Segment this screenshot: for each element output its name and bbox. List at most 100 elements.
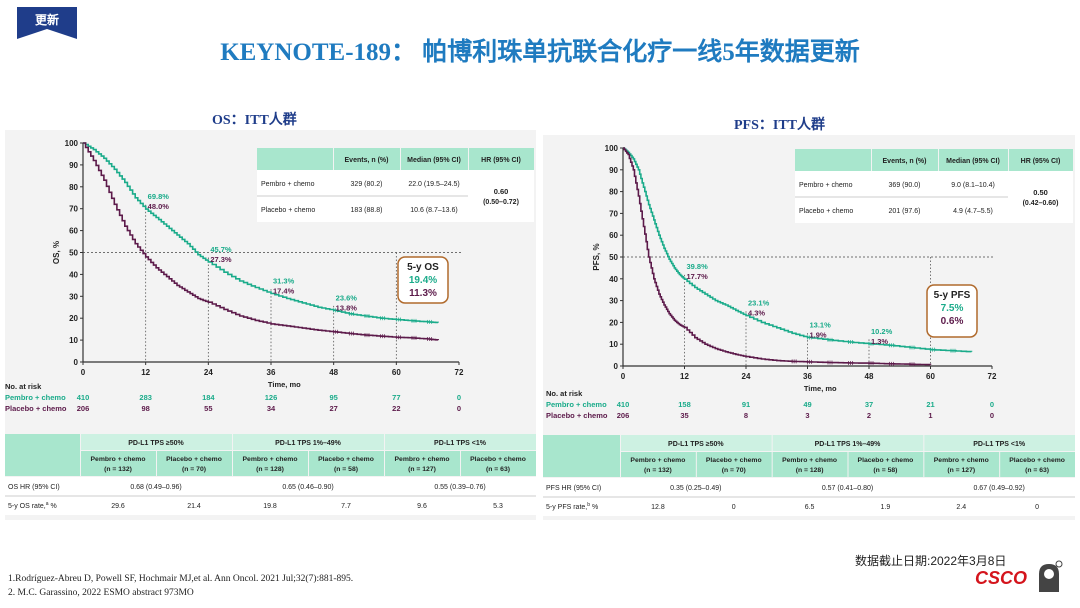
os-series-pembro-line — [83, 142, 439, 324]
pfs-subgroup-arm-name: Pembro + chemo — [782, 457, 837, 464]
os-annotation-pembro: 69.8% — [148, 192, 170, 201]
pfs-at-risk-value: 37 — [865, 400, 873, 409]
pfs-subgroup-arm-cell — [772, 452, 848, 477]
os-x-axis-label: Time, mo — [268, 380, 301, 389]
pfs-x-tick-label: 36 — [803, 372, 812, 381]
os-subgroup-arm-name: Placebo + chemo — [318, 456, 374, 463]
pfs-subgroup-arm-n: (n = 63) — [1025, 467, 1049, 474]
os-subgroup-arm-cell — [461, 451, 536, 476]
os-summary-row-label: Placebo + chemo — [261, 207, 315, 214]
pfs-x-tick-label: 24 — [742, 372, 751, 381]
pfs-subgroup-rate: 1.9 — [881, 504, 891, 511]
os-subgroup-arm-name: Pembro + chemo — [243, 456, 298, 463]
pfs-subgroup-hr: 0.57 (0.41–0.80) — [822, 485, 873, 492]
pfs-x-tick-label: 48 — [865, 372, 874, 381]
pfs-annotation-pembro: 39.8% — [687, 262, 709, 271]
pfs-subgroup-row1-label: PFS HR (95% CI) — [546, 485, 601, 492]
pfs-y-tick-label: 70 — [609, 209, 618, 218]
os-y-tick-label: 90 — [69, 161, 78, 170]
os-y-tick-label: 100 — [65, 139, 79, 148]
pfs-y-tick-label: 40 — [609, 275, 618, 284]
pfs-y-tick-label: 100 — [605, 144, 619, 153]
pfs-subgroup-hr: 0.67 (0.49–0.92) — [973, 485, 1024, 492]
os-at-risk-value: 283 — [139, 393, 152, 402]
pfs-y-tick-label: 50 — [609, 253, 618, 262]
pfs-subgroup-group-cell — [621, 435, 772, 451]
os-subgroup-rate: 7.7 — [341, 503, 351, 510]
os-y-tick-label: 60 — [69, 227, 78, 236]
pfs-at-risk-label: No. at risk — [546, 389, 583, 398]
pfs-x-tick-label: 12 — [680, 372, 689, 381]
pfs-subgroup-arm-cell — [1000, 452, 1075, 477]
pfs-subgroup-group-cell — [924, 435, 1075, 451]
os-subgroup-arm-cell — [233, 451, 308, 476]
os-at-risk-row-label: Placebo + chemo — [5, 404, 67, 413]
os-x-tick-label: 48 — [329, 368, 338, 377]
update-badge: 更新 — [17, 7, 77, 39]
reference-2: 2. M.C. Garassino, 2022 ESMO abstract 97… — [8, 588, 194, 598]
os-y-tick-label: 80 — [69, 183, 78, 192]
os-figure: OS, % 0 10 20 30 40 50 60 70 80 90 100 0 12 24 36 48 60 72… — [5, 139, 536, 515]
pfs-subgroup-group: PD-L1 TPS ≥50% — [668, 441, 724, 448]
pfs-at-risk-value: 91 — [742, 400, 750, 409]
os-at-risk-value: 95 — [329, 393, 337, 402]
pfs-callout-box — [926, 284, 978, 338]
os-at-risk-value: 206 — [77, 404, 90, 413]
pfs-subgroup-arm-name: Placebo + chemo — [706, 457, 762, 464]
os-subgroup-hr: 0.55 (0.39–0.76) — [434, 484, 485, 491]
pfs-summary-header-blank — [795, 149, 871, 171]
os-at-risk-value: 77 — [392, 393, 400, 402]
pfs-annotation-pembro: 10.2% — [871, 327, 893, 336]
os-subgroup-hr: 0.68 (0.49–0.96) — [130, 484, 181, 491]
os-subgroup-group: PD-L1 TPS ≥50% — [128, 440, 184, 447]
pfs-y-tick-label: 90 — [609, 166, 618, 175]
os-x-tick-label: 24 — [204, 368, 213, 377]
os-subgroup-arm-n: (n = 128) — [256, 466, 284, 473]
os-y-tick-label: 30 — [69, 292, 78, 301]
pfs-subgroup-rate: 6.5 — [805, 504, 815, 511]
os-at-risk-value: 98 — [141, 404, 149, 413]
os-subgroup-rate: 9.6 — [417, 503, 427, 510]
os-subgroup-arm-cell — [81, 451, 156, 476]
os-subgroup-group: PD-L1 TPS 1%–49% — [275, 440, 342, 447]
os-at-risk-value: 55 — [204, 404, 212, 413]
pfs-panel-title: PFS：ITT人群 — [734, 118, 826, 133]
pfs-summary-median: 4.9 (4.7–5.5) — [953, 208, 993, 215]
pfs-at-risk-value: 158 — [678, 400, 691, 409]
os-y-tick-label: 40 — [69, 270, 78, 279]
os-subgroup-rate: 5.3 — [493, 503, 503, 510]
os-summary-events: 183 (88.8) — [351, 207, 383, 214]
pfs-subgroup-arm-n: (n = 58) — [873, 467, 897, 474]
pfs-subgroup-group-cell — [772, 435, 924, 451]
os-y-tick-label: 0 — [74, 358, 79, 367]
pfs-summary-row-label: Pembro + chemo — [799, 182, 853, 189]
os-subgroup-rate: 29.6 — [111, 503, 125, 510]
page-title: KEYNOTE-189： 帕博利珠单抗联合化疗一线5年数据更新 — [220, 39, 860, 66]
pfs-series-placebo-line — [623, 147, 932, 366]
os-subgroup-arm-n: (n = 132) — [104, 466, 132, 473]
os-subgroup-group-cell — [81, 434, 232, 450]
os-at-risk-value: 126 — [265, 393, 278, 402]
os-y-tick-label: 10 — [69, 336, 78, 345]
pfs-annotation-pembro: 13.1% — [810, 320, 832, 329]
os-callout-pembro: 19.4% — [409, 275, 437, 286]
os-summary-hr-ci: (0.50–0.72) — [483, 199, 519, 206]
pfs-at-risk-value: 21 — [926, 400, 934, 409]
pfs-x-tick-label: 0 — [621, 372, 626, 381]
pfs-x-axis-label: Time, mo — [804, 384, 837, 393]
os-subgroup-group-cell — [385, 434, 536, 450]
os-x-tick-label: 60 — [392, 368, 401, 377]
pfs-subgroup-group: PD-L1 TPS <1% — [973, 441, 1026, 448]
os-at-risk-value: 184 — [202, 393, 215, 402]
os-callout-placebo: 11.3% — [409, 288, 437, 299]
os-y-tick-label: 50 — [69, 249, 78, 258]
pfs-subgroup-arm-n: (n = 128) — [796, 467, 824, 474]
os-at-risk-value: 22 — [392, 404, 400, 413]
os-annotation-pembro: 45.7% — [210, 245, 232, 254]
pfs-subgroup-group: PD-L1 TPS 1%–49% — [815, 441, 882, 448]
os-subgroup-arm-n: (n = 70) — [182, 466, 206, 473]
os-summary-header: HR (95% CI) — [481, 157, 521, 164]
data-cutoff-date: 数据截止日期:2022年3月8日 — [855, 554, 1007, 568]
os-subgroup-arm-n: (n = 63) — [486, 466, 510, 473]
os-y-tick-label: 70 — [69, 205, 78, 214]
